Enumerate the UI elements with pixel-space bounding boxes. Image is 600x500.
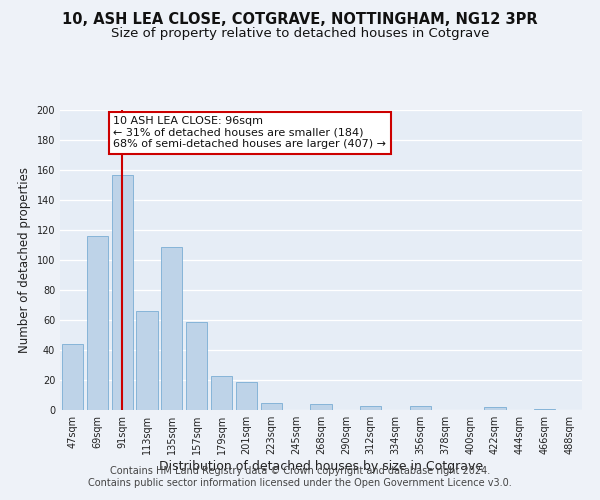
- Bar: [534, 408, 555, 410]
- Text: Contains HM Land Registry data © Crown copyright and database right 2024.
Contai: Contains HM Land Registry data © Crown c…: [88, 466, 512, 487]
- Bar: [360, 406, 381, 410]
- Bar: [211, 376, 232, 410]
- Text: Size of property relative to detached houses in Cotgrave: Size of property relative to detached ho…: [111, 28, 489, 40]
- Bar: [310, 404, 332, 410]
- X-axis label: Distribution of detached houses by size in Cotgrave: Distribution of detached houses by size …: [159, 460, 483, 473]
- Bar: [62, 344, 83, 410]
- Bar: [261, 402, 282, 410]
- Bar: [484, 407, 506, 410]
- Y-axis label: Number of detached properties: Number of detached properties: [18, 167, 31, 353]
- Bar: [161, 246, 182, 410]
- Bar: [112, 174, 133, 410]
- Bar: [236, 382, 257, 410]
- Bar: [136, 311, 158, 410]
- Text: 10 ASH LEA CLOSE: 96sqm
← 31% of detached houses are smaller (184)
68% of semi-d: 10 ASH LEA CLOSE: 96sqm ← 31% of detache…: [113, 116, 386, 149]
- Text: 10, ASH LEA CLOSE, COTGRAVE, NOTTINGHAM, NG12 3PR: 10, ASH LEA CLOSE, COTGRAVE, NOTTINGHAM,…: [62, 12, 538, 28]
- Bar: [186, 322, 207, 410]
- Bar: [410, 406, 431, 410]
- Bar: [87, 236, 108, 410]
